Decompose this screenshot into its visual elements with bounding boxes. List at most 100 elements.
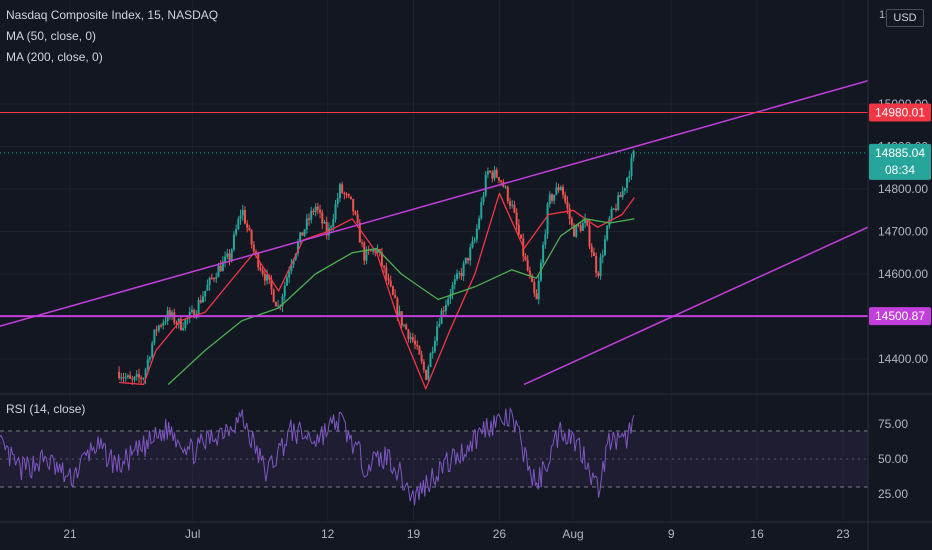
rsi-pane[interactable] — [0, 406, 868, 506]
ma50-legend[interactable]: MA (50, close, 0) — [6, 29, 97, 43]
candle-body — [221, 261, 224, 272]
candle-body — [210, 277, 213, 279]
candle-body — [122, 377, 125, 379]
candle-body — [259, 267, 262, 270]
trendline-2[interactable] — [523, 226, 868, 386]
candle-body — [224, 256, 227, 262]
candle-body — [168, 310, 171, 316]
candle-body — [199, 300, 202, 303]
candle-body — [296, 242, 299, 254]
level-label-box — [869, 307, 931, 326]
candle-body — [391, 286, 394, 295]
time-tick-label: Aug — [562, 527, 583, 541]
candle-body — [615, 208, 618, 211]
candle-body — [555, 187, 558, 195]
candle-body — [500, 180, 503, 182]
candle-body — [310, 210, 313, 221]
time-tick-label: 12 — [321, 527, 335, 541]
candle-body — [361, 242, 364, 244]
candle-body — [546, 203, 549, 235]
candle-body — [478, 218, 481, 229]
candle-body — [177, 318, 180, 324]
candle-body — [179, 318, 182, 330]
rsi-line[interactable] — [0, 406, 635, 506]
trendline-1[interactable] — [0, 79, 868, 327]
candle-body — [334, 204, 337, 220]
candle-body — [533, 282, 536, 294]
candle-body — [597, 272, 600, 276]
candle-body — [396, 298, 399, 316]
ma200-legend[interactable]: MA (200, close, 0) — [6, 50, 103, 64]
candle-body — [232, 234, 235, 250]
ma200-line[interactable] — [167, 218, 635, 385]
candle-body — [243, 210, 246, 224]
candle-body — [190, 309, 193, 313]
candle-body — [486, 170, 489, 175]
candle-body — [197, 300, 200, 314]
candle-body — [144, 369, 147, 379]
candle-body — [349, 196, 352, 199]
candle-body — [400, 311, 403, 326]
candle-body — [539, 262, 542, 281]
candle-body — [131, 378, 134, 380]
candle-body — [283, 285, 286, 297]
currency-button[interactable]: USD — [886, 9, 924, 27]
countdown-label: 08:34 — [885, 163, 915, 177]
candle-body — [305, 218, 308, 230]
candle-body — [440, 310, 443, 325]
candle-body — [548, 194, 551, 204]
candle-body — [281, 296, 284, 307]
candle-body — [215, 277, 218, 279]
candle-body — [118, 371, 121, 379]
candle-body — [380, 252, 383, 266]
time-tick-label: 19 — [407, 527, 421, 541]
candle-body — [330, 226, 333, 229]
candle-body — [453, 279, 456, 285]
candle-body — [175, 322, 178, 324]
candle-body — [573, 224, 576, 237]
candle-body — [208, 277, 211, 286]
candle-body — [352, 198, 355, 212]
candle-body — [365, 249, 368, 261]
candle-body — [460, 272, 463, 277]
candle-body — [564, 194, 567, 202]
candle-body — [206, 285, 209, 291]
candle-body — [542, 244, 545, 263]
candle-body — [151, 343, 154, 358]
candle-body — [160, 325, 163, 327]
candle-body — [325, 221, 328, 236]
candle-body — [422, 361, 425, 370]
candle-body — [467, 257, 470, 261]
candle-body — [504, 186, 507, 188]
candle-body — [321, 212, 324, 224]
candle-body — [228, 253, 231, 261]
price-tick-label: 14800.00 — [878, 182, 928, 196]
candle-body — [464, 257, 467, 264]
rsi-tick-label: 25.00 — [878, 487, 908, 501]
candle-body — [610, 208, 613, 219]
candle-body — [407, 329, 410, 339]
candle-body — [343, 192, 346, 194]
candle-body — [619, 195, 622, 198]
candle-body — [142, 378, 145, 380]
candle-body — [255, 251, 258, 254]
candle-body — [252, 244, 255, 252]
candle-body — [482, 195, 485, 203]
candle-body — [531, 275, 534, 283]
candle-body — [489, 170, 492, 173]
candle-body — [603, 239, 606, 256]
candle-body — [405, 324, 408, 330]
candle-body — [303, 229, 306, 236]
price-labels: 14980.01 14500.87 14885.04 08:34 — [869, 103, 931, 326]
candle-body — [341, 184, 344, 193]
price-pane[interactable] — [0, 79, 868, 390]
candle-body — [568, 208, 571, 219]
candle-body — [431, 351, 434, 354]
candle-body — [526, 259, 529, 271]
rsi-legend[interactable]: RSI (14, close) — [6, 402, 86, 416]
candle-body — [338, 184, 341, 199]
chart-title[interactable]: Nasdaq Composite Index, 15, NASDAQ — [6, 8, 219, 22]
candle-body — [270, 279, 273, 290]
candle-body — [506, 186, 509, 202]
